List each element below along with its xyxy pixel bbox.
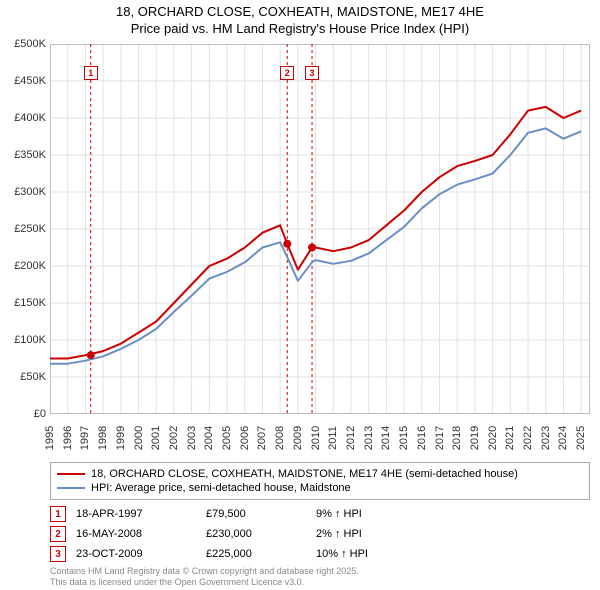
y-tick-label: £0 <box>34 408 46 420</box>
y-tick-label: £100K <box>14 334 46 346</box>
x-tick-label: 2002 <box>168 426 180 450</box>
x-tick-label: 2021 <box>504 426 516 450</box>
transaction-badge: 3 <box>50 546 66 562</box>
transaction-pct: 9% ↑ HPI <box>316 508 416 520</box>
chart-marker-badge: 1 <box>84 66 98 80</box>
legend-label: HPI: Average price, semi-detached house,… <box>91 482 351 494</box>
x-tick-label: 2017 <box>434 426 446 450</box>
x-tick-label: 1999 <box>115 426 127 450</box>
x-tick-label: 1995 <box>44 426 56 450</box>
transaction-badge: 1 <box>50 506 66 522</box>
chart-marker-badge: 3 <box>305 66 319 80</box>
legend-label: 18, ORCHARD CLOSE, COXHEATH, MAIDSTONE, … <box>91 468 518 480</box>
x-tick-label: 2000 <box>133 426 145 450</box>
chart-title: 18, ORCHARD CLOSE, COXHEATH, MAIDSTONE, … <box>0 0 600 38</box>
x-tick-label: 2004 <box>203 426 215 450</box>
x-tick-label: 2011 <box>327 426 339 450</box>
x-tick-label: 2012 <box>345 426 357 450</box>
legend-swatch <box>57 473 85 475</box>
transaction-pct: 2% ↑ HPI <box>316 528 416 540</box>
x-tick-label: 2019 <box>469 426 481 450</box>
x-tick-label: 2001 <box>150 426 162 450</box>
transaction-row: 2 16-MAY-2008 £230,000 2% ↑ HPI <box>50 524 590 544</box>
transaction-pct: 10% ↑ HPI <box>316 548 416 560</box>
transaction-date: 18-APR-1997 <box>76 508 196 520</box>
x-tick-label: 2006 <box>239 426 251 450</box>
transaction-date: 23-OCT-2009 <box>76 548 196 560</box>
footer: Contains HM Land Registry data © Crown c… <box>50 566 359 588</box>
y-tick-label: £300K <box>14 186 46 198</box>
y-tick-label: £500K <box>14 38 46 50</box>
y-axis-labels: £0£50K£100K£150K£200K£250K£300K£350K£400… <box>8 44 48 414</box>
transaction-price: £225,000 <box>206 548 306 560</box>
y-tick-label: £450K <box>14 75 46 87</box>
x-tick-label: 2015 <box>398 426 410 450</box>
x-tick-label: 2010 <box>310 426 322 450</box>
transaction-price: £230,000 <box>206 528 306 540</box>
chart-area: £0£50K£100K£150K£200K£250K£300K£350K£400… <box>50 44 590 414</box>
legend-item: 18, ORCHARD CLOSE, COXHEATH, MAIDSTONE, … <box>57 467 583 481</box>
x-tick-label: 2013 <box>363 426 375 450</box>
legend-item: HPI: Average price, semi-detached house,… <box>57 481 583 495</box>
y-tick-label: £400K <box>14 112 46 124</box>
x-tick-label: 2007 <box>256 426 268 450</box>
x-tick-label: 2009 <box>292 426 304 450</box>
y-tick-label: £250K <box>14 223 46 235</box>
x-axis-labels: 1995199619971998199920002001200220032004… <box>50 414 590 454</box>
chart-plot <box>50 44 590 414</box>
title-line2: Price paid vs. HM Land Registry's House … <box>0 21 600 38</box>
x-tick-label: 2005 <box>221 426 233 450</box>
x-tick-label: 2016 <box>416 426 428 450</box>
x-tick-label: 2008 <box>274 426 286 450</box>
title-line1: 18, ORCHARD CLOSE, COXHEATH, MAIDSTONE, … <box>0 4 600 21</box>
y-tick-label: £150K <box>14 297 46 309</box>
x-tick-label: 2023 <box>540 426 552 450</box>
x-tick-label: 1996 <box>62 426 74 450</box>
x-tick-label: 1998 <box>97 426 109 450</box>
x-tick-label: 2014 <box>380 426 392 450</box>
x-tick-label: 1997 <box>79 426 91 450</box>
x-tick-label: 2024 <box>557 426 569 450</box>
transaction-row: 3 23-OCT-2009 £225,000 10% ↑ HPI <box>50 544 590 564</box>
transaction-row: 1 18-APR-1997 £79,500 9% ↑ HPI <box>50 504 590 524</box>
x-tick-label: 2020 <box>487 426 499 450</box>
legend-swatch <box>57 487 85 489</box>
x-tick-label: 2003 <box>186 426 198 450</box>
chart-marker-badge: 2 <box>280 66 294 80</box>
transactions-table: 1 18-APR-1997 £79,500 9% ↑ HPI 2 16-MAY-2008 £… <box>50 504 590 564</box>
y-tick-label: £200K <box>14 260 46 272</box>
x-tick-label: 2025 <box>575 426 587 450</box>
x-tick-label: 2018 <box>451 426 463 450</box>
footer-line: This data is licensed under the Open Gov… <box>50 577 359 588</box>
x-tick-label: 2022 <box>522 426 534 450</box>
transaction-date: 16-MAY-2008 <box>76 528 196 540</box>
footer-line: Contains HM Land Registry data © Crown c… <box>50 566 359 577</box>
y-tick-label: £350K <box>14 149 46 161</box>
y-tick-label: £50K <box>20 371 46 383</box>
transaction-price: £79,500 <box>206 508 306 520</box>
legend: 18, ORCHARD CLOSE, COXHEATH, MAIDSTONE, … <box>50 462 590 500</box>
transaction-badge: 2 <box>50 526 66 542</box>
